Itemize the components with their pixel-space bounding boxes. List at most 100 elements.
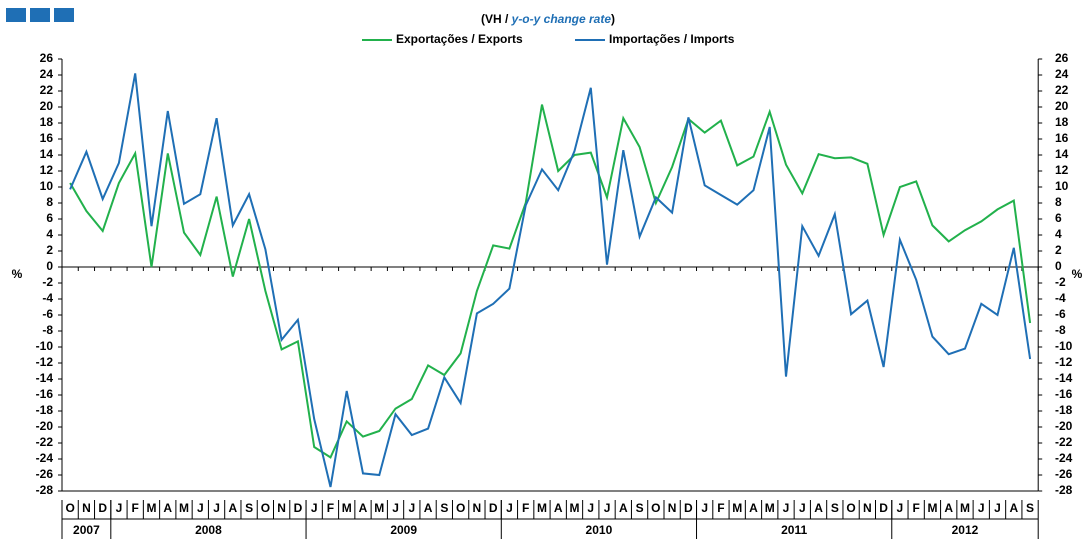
y-tick-label: -20 [36,419,54,433]
x-tick-label: A [359,501,368,515]
x-tick-label: J [604,501,611,515]
y2-tick-label: 20 [1055,99,1069,113]
y-tick-label: 12 [40,163,54,177]
y2-tick-label: 14 [1055,147,1069,161]
x-tick-label: M [960,501,970,515]
logo-block [6,8,26,22]
x-tick-label: J [978,501,985,515]
x-tick-label: M [927,501,937,515]
y2-tick-label: -28 [1055,483,1073,497]
x-tick-label: N [668,501,677,515]
subtitle: (VH / y-o-y change rate) [481,12,615,26]
y-tick-label: -8 [42,323,53,337]
x-tick-label: A [163,501,172,515]
y2-tick-label: 8 [1055,195,1062,209]
x-tick-label: D [684,501,693,515]
x-tick-label: M [179,501,189,515]
x-tick-label: J [197,501,204,515]
y-tick-label: -2 [42,275,53,289]
y2-axis-label: % [1072,267,1083,281]
y-tick-label: -22 [36,435,54,449]
series-line [69,73,1032,488]
x-tick-label: O [261,501,270,515]
x-tick-label: M [146,501,156,515]
y2-tick-label: 26 [1055,51,1069,65]
x-tick-label: M [537,501,547,515]
y-tick-label: 6 [46,211,53,225]
x-tick-label: A [424,501,433,515]
x-tick-label: S [440,501,448,515]
x-tick-label: A [814,501,823,515]
x-tick-label: A [944,501,953,515]
y-tick-label: 8 [46,195,53,209]
y2-tick-label: 2 [1055,243,1062,257]
x-tick-label: F [913,501,920,515]
x-tick-label: O [65,501,74,515]
x-tick-label: N [863,501,872,515]
y2-tick-label: 6 [1055,211,1062,225]
y2-tick-label: -2 [1055,275,1066,289]
year-label: 2009 [390,523,417,537]
x-tick-label: S [831,501,839,515]
x-tick-label: A [749,501,758,515]
y-tick-label: 20 [40,99,54,113]
y2-tick-label: -22 [1055,435,1073,449]
year-label: 2010 [586,523,613,537]
x-tick-label: J [506,501,513,515]
y-tick-label: 0 [46,259,53,273]
x-tick-label: J [213,501,220,515]
x-tick-label: M [732,501,742,515]
y2-tick-label: -16 [1055,387,1073,401]
y2-tick-label: -12 [1055,355,1073,369]
y2-tick-label: 16 [1055,131,1069,145]
y-tick-label: -28 [36,483,54,497]
x-tick-label: F [327,501,334,515]
y2-tick-label: 10 [1055,179,1069,193]
y-tick-label: 2 [46,243,53,257]
x-tick-label: J [799,501,806,515]
y2-tick-label: -10 [1055,339,1073,353]
y-tick-label: -24 [36,451,54,465]
y2-tick-label: -24 [1055,451,1073,465]
x-tick-label: N [277,501,286,515]
x-tick-label: J [116,501,123,515]
y-tick-label: -12 [36,355,54,369]
y2-tick-label: 22 [1055,83,1069,97]
x-tick-label: O [456,501,465,515]
y-tick-label: -10 [36,339,54,353]
y2-tick-label: -26 [1055,467,1073,481]
x-tick-label: S [1026,501,1034,515]
y2-tick-label: -4 [1055,291,1066,305]
y-tick-label: -26 [36,467,54,481]
subtitle-part: ) [611,12,615,26]
logo-block [54,8,74,22]
subtitle-part: y-o-y change rate [511,12,612,26]
y-tick-label: 16 [40,131,54,145]
y-tick-label: -18 [36,403,54,417]
x-tick-label: S [245,501,253,515]
x-tick-label: J [994,501,1001,515]
year-label: 2012 [952,523,979,537]
y2-tick-label: 0 [1055,259,1062,273]
x-tick-label: A [619,501,628,515]
x-tick-label: S [636,501,644,515]
y-tick-label: 24 [40,67,54,81]
x-tick-label: N [82,501,91,515]
x-tick-label: M [342,501,352,515]
x-tick-label: D [98,501,107,515]
x-tick-label: A [228,501,237,515]
y-tick-label: -16 [36,387,54,401]
x-tick-label: F [717,501,724,515]
series-line [69,104,1032,459]
x-tick-label: D [489,501,498,515]
legend-label: Exportações / Exports [396,32,523,46]
x-tick-label: J [392,501,399,515]
y2-tick-label: -20 [1055,419,1073,433]
x-tick-label: M [570,501,580,515]
x-tick-label: M [374,501,384,515]
logo-block [30,8,50,22]
y-axis-label: % [12,267,23,281]
x-tick-label: N [473,501,482,515]
subtitle-part: (VH / [481,12,512,26]
x-tick-label: A [1009,501,1018,515]
